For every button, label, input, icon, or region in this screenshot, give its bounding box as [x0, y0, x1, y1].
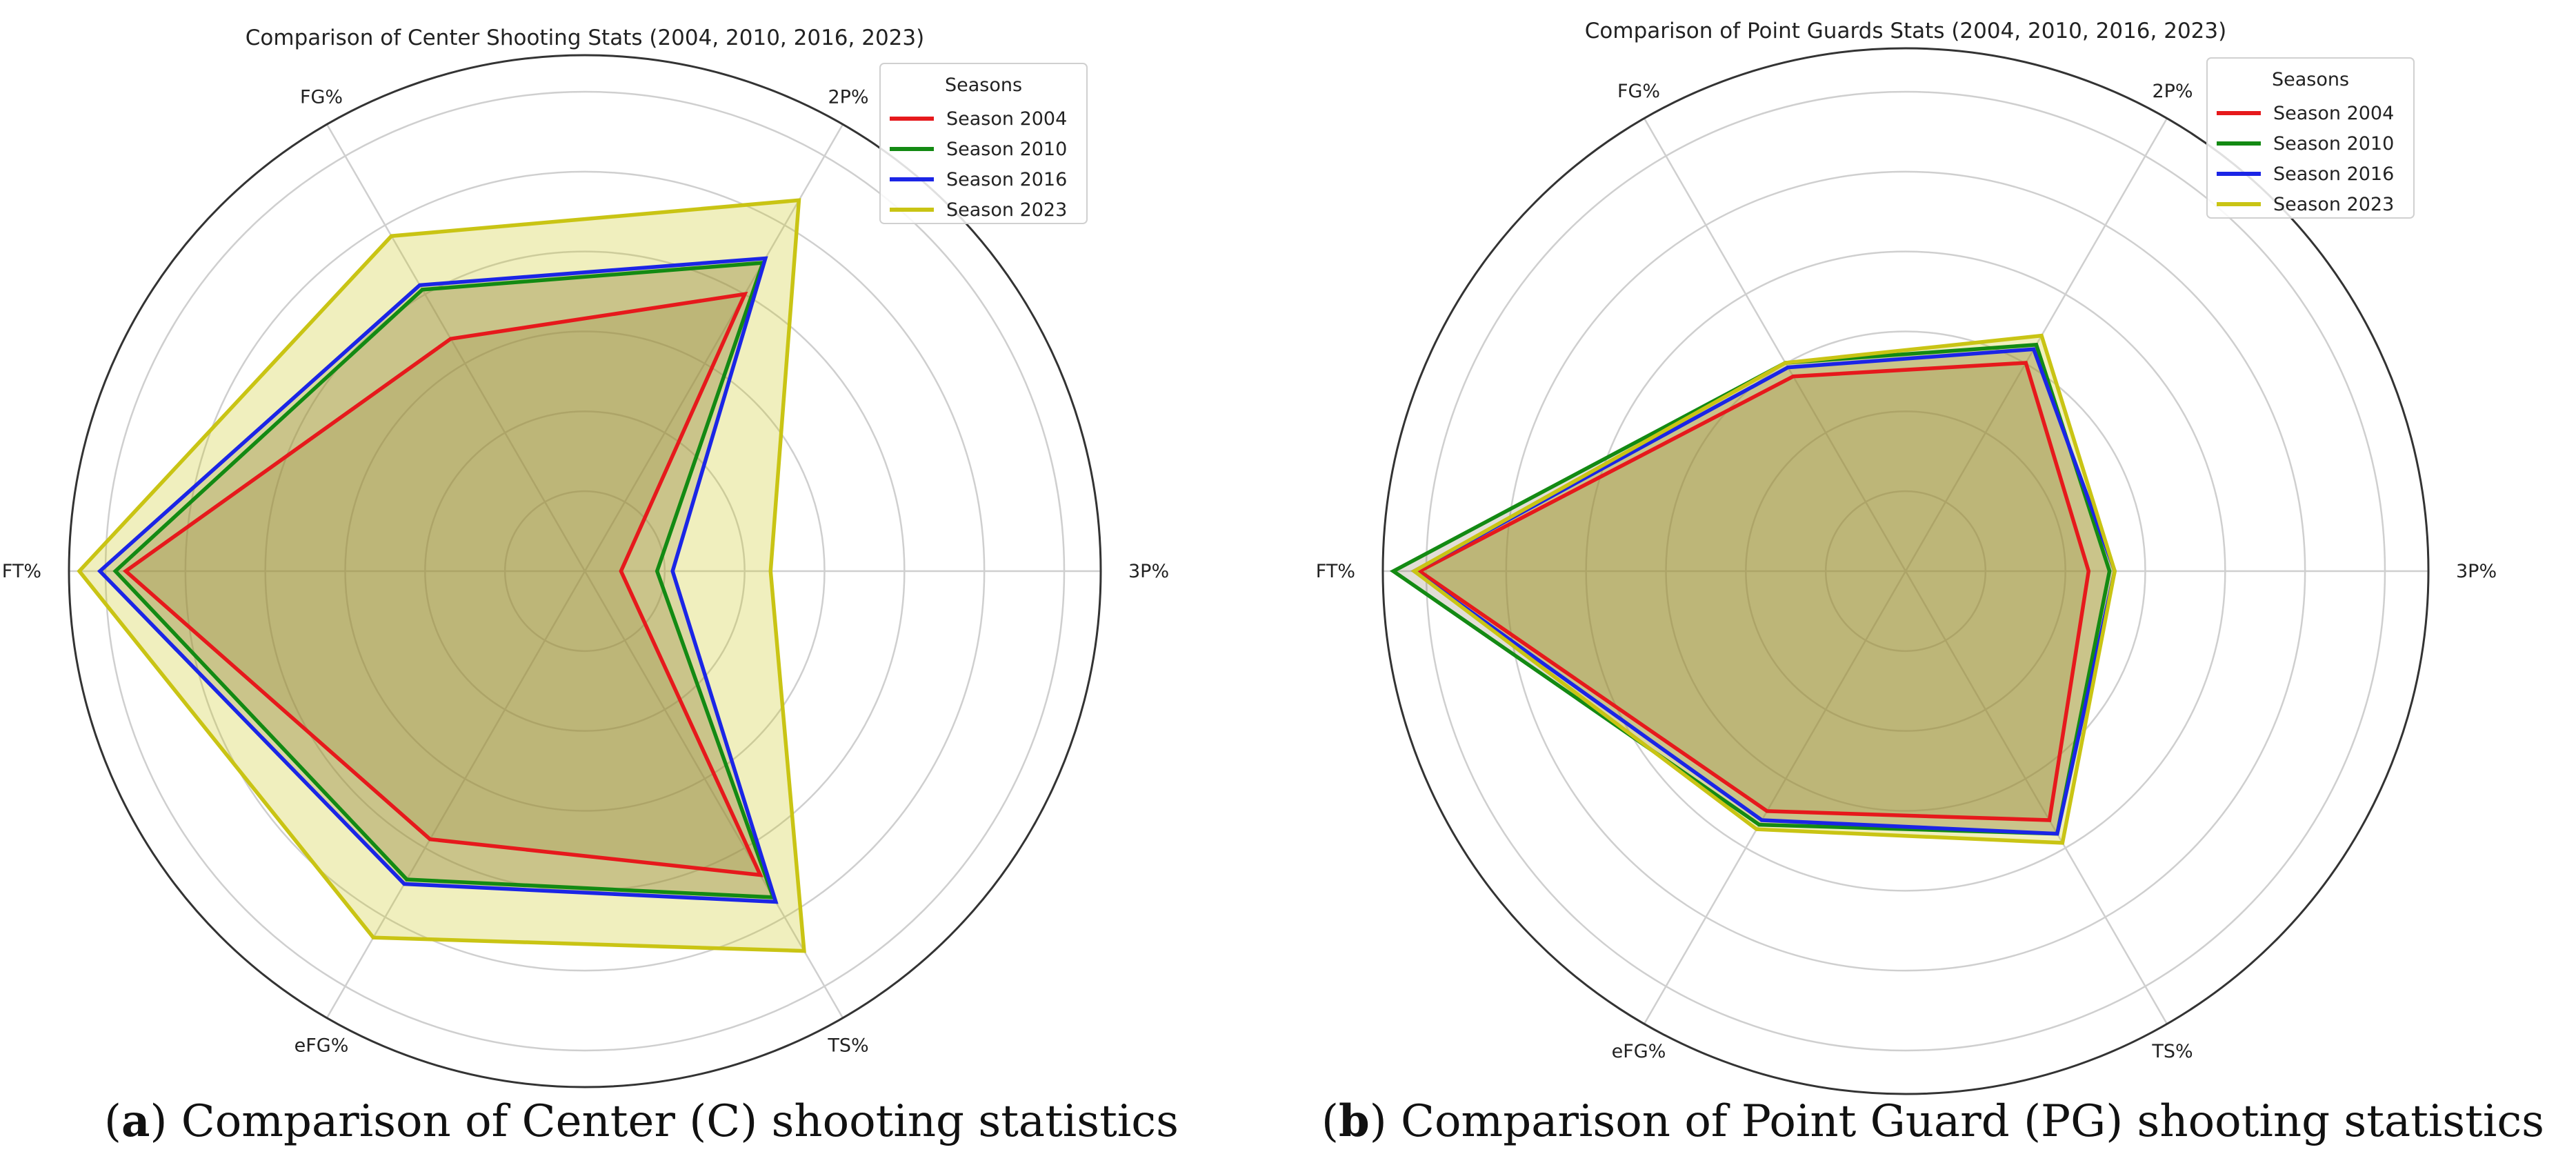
- series-fill: [1414, 349, 2115, 834]
- series-fill: [1393, 344, 2110, 834]
- legend-box: [2206, 57, 2415, 219]
- series-line-season-2016: [97, 256, 779, 904]
- chart-title: Comparison of Point Guards Stats (2004, …: [1585, 19, 2226, 43]
- legend-title: Seasons: [2272, 69, 2349, 90]
- legend: Seasons Season 2004 Season 2010 Season 2016…: [879, 63, 1088, 224]
- caption-b-text: Comparison of Point Guard (PG) shooting …: [1401, 1096, 2544, 1147]
- spoke-TS%: [583, 570, 844, 1019]
- legend: Seasons Season 2004 Season 2010 Season 2016…: [2206, 57, 2415, 219]
- legend-entry: Season 2004: [946, 108, 1067, 130]
- chart-title: Comparison of Center Shooting Stats (200…: [246, 26, 924, 50]
- legend-entry: Season 2010: [2273, 133, 2394, 155]
- center-radar-chart: 3P% 2P% FG% FT% eFG% TS% Comparison of Center …: [2, 26, 1169, 1088]
- series-line-season-2004: [122, 291, 763, 877]
- series-fill: [126, 294, 761, 875]
- axis-label: FT%: [2, 561, 41, 582]
- axis-label: eFG%: [294, 1035, 349, 1056]
- series-fill: [99, 258, 776, 902]
- spoke-eFG%: [326, 570, 586, 1019]
- axis-label: FG%: [300, 87, 343, 108]
- caption-a-text: Comparison of Center (C) shooting statis…: [181, 1096, 1179, 1147]
- legend-entry: Season 2023: [2273, 194, 2394, 215]
- axis-label: 2P%: [2152, 81, 2193, 102]
- legend-entry: Season 2004: [2273, 103, 2394, 124]
- caption-b-letter: b: [1338, 1095, 1370, 1147]
- axis-label: 3P%: [1128, 561, 1169, 582]
- axis-label: FG%: [1617, 81, 1660, 102]
- axis-label: eFG%: [1612, 1041, 1666, 1062]
- spoke-FG%: [1643, 117, 1907, 572]
- caption-a-letter: a: [121, 1095, 150, 1147]
- axis-label: 2P%: [828, 87, 868, 108]
- legend-entry: Season 2016: [2273, 163, 2394, 185]
- legend-entry: Season 2023: [946, 199, 1067, 221]
- series-fill: [79, 200, 804, 951]
- axis-label: TS%: [2151, 1041, 2193, 1062]
- series-line-season-2004: [1415, 361, 2091, 822]
- caption-b: (b) Comparison of Point Guard (PG) shoot…: [1321, 1095, 2544, 1147]
- outer-frame: [1381, 47, 2430, 1095]
- point-guard-radar-chart: 3P% 2P% FG% FT% eFG% TS% Comparison of Point G…: [1316, 19, 2497, 1095]
- series-fill: [1419, 363, 2089, 820]
- legend-entry: Season 2010: [946, 139, 1067, 160]
- series-line-season-2023: [77, 198, 806, 953]
- spoke-TS%: [1904, 570, 2168, 1025]
- series-line-season-2023: [1410, 333, 2117, 845]
- axis-label: TS%: [827, 1035, 868, 1056]
- axis-label: FT%: [1316, 561, 1355, 582]
- legend-box: [879, 63, 1088, 224]
- series-fill: [1414, 335, 2115, 843]
- caption-a: (a) Comparison of Center (C) shooting st…: [104, 1095, 1179, 1147]
- spoke-eFG%: [1643, 570, 1907, 1025]
- legend-title: Seasons: [945, 74, 1022, 96]
- axis-label: 3P%: [2456, 561, 2497, 582]
- spoke-FG%: [326, 123, 586, 572]
- legend-entry: Season 2016: [946, 169, 1067, 190]
- outer-frame: [68, 54, 1102, 1088]
